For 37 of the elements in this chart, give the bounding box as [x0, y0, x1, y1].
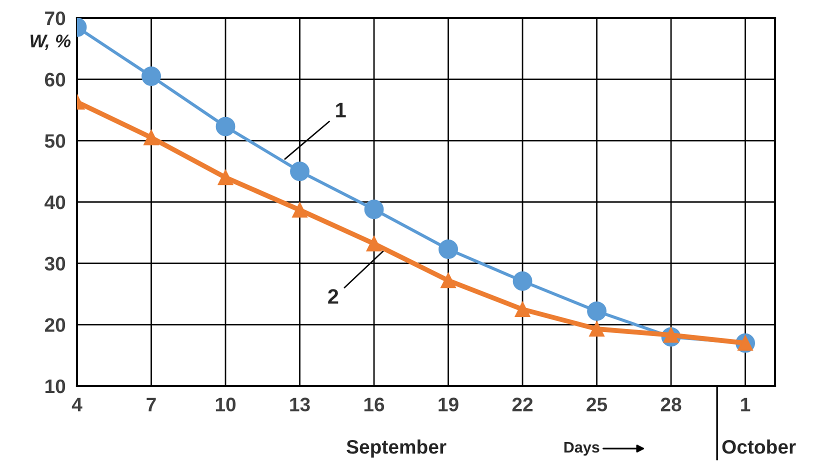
text: 2 [328, 289, 338, 304]
text: September [346, 439, 446, 458]
point [438, 240, 458, 259]
x-tick-label: 28 [660, 398, 682, 412]
point [514, 302, 530, 317]
text: Days [564, 442, 600, 456]
y-tick-label: 50 [44, 134, 66, 148]
x-tick-label: 4 [72, 398, 82, 412]
x-tick-label: 19 [438, 398, 458, 412]
x-tick-label: 7 [146, 398, 156, 412]
x-tick-label: 13 [290, 398, 310, 412]
point [512, 271, 532, 291]
text: 1 [336, 102, 346, 118]
y-tick-label: 40 [44, 195, 66, 210]
x-tick-label: 1 [741, 398, 750, 412]
point [364, 200, 384, 220]
point [587, 301, 607, 321]
point [142, 66, 161, 86]
point [290, 162, 310, 182]
point [366, 236, 382, 252]
y-tick-label: 60 [44, 72, 66, 87]
x-tick-label: 16 [364, 398, 384, 412]
text: October [722, 439, 796, 454]
point [589, 321, 604, 337]
point [216, 116, 236, 136]
x-tick-label: 10 [216, 398, 236, 412]
point [440, 272, 456, 288]
y-tick-label: 30 [44, 256, 66, 271]
point [218, 170, 234, 186]
x-tick-label: 22 [512, 398, 533, 412]
y-axis-title: W, % [30, 34, 71, 50]
y-tick-label: 70 [45, 11, 66, 26]
y-tick-label: 20 [44, 318, 66, 332]
y-tick-label: 10 [45, 379, 66, 394]
point [144, 130, 159, 146]
point [292, 202, 308, 218]
x-tick-label: 25 [586, 398, 608, 412]
